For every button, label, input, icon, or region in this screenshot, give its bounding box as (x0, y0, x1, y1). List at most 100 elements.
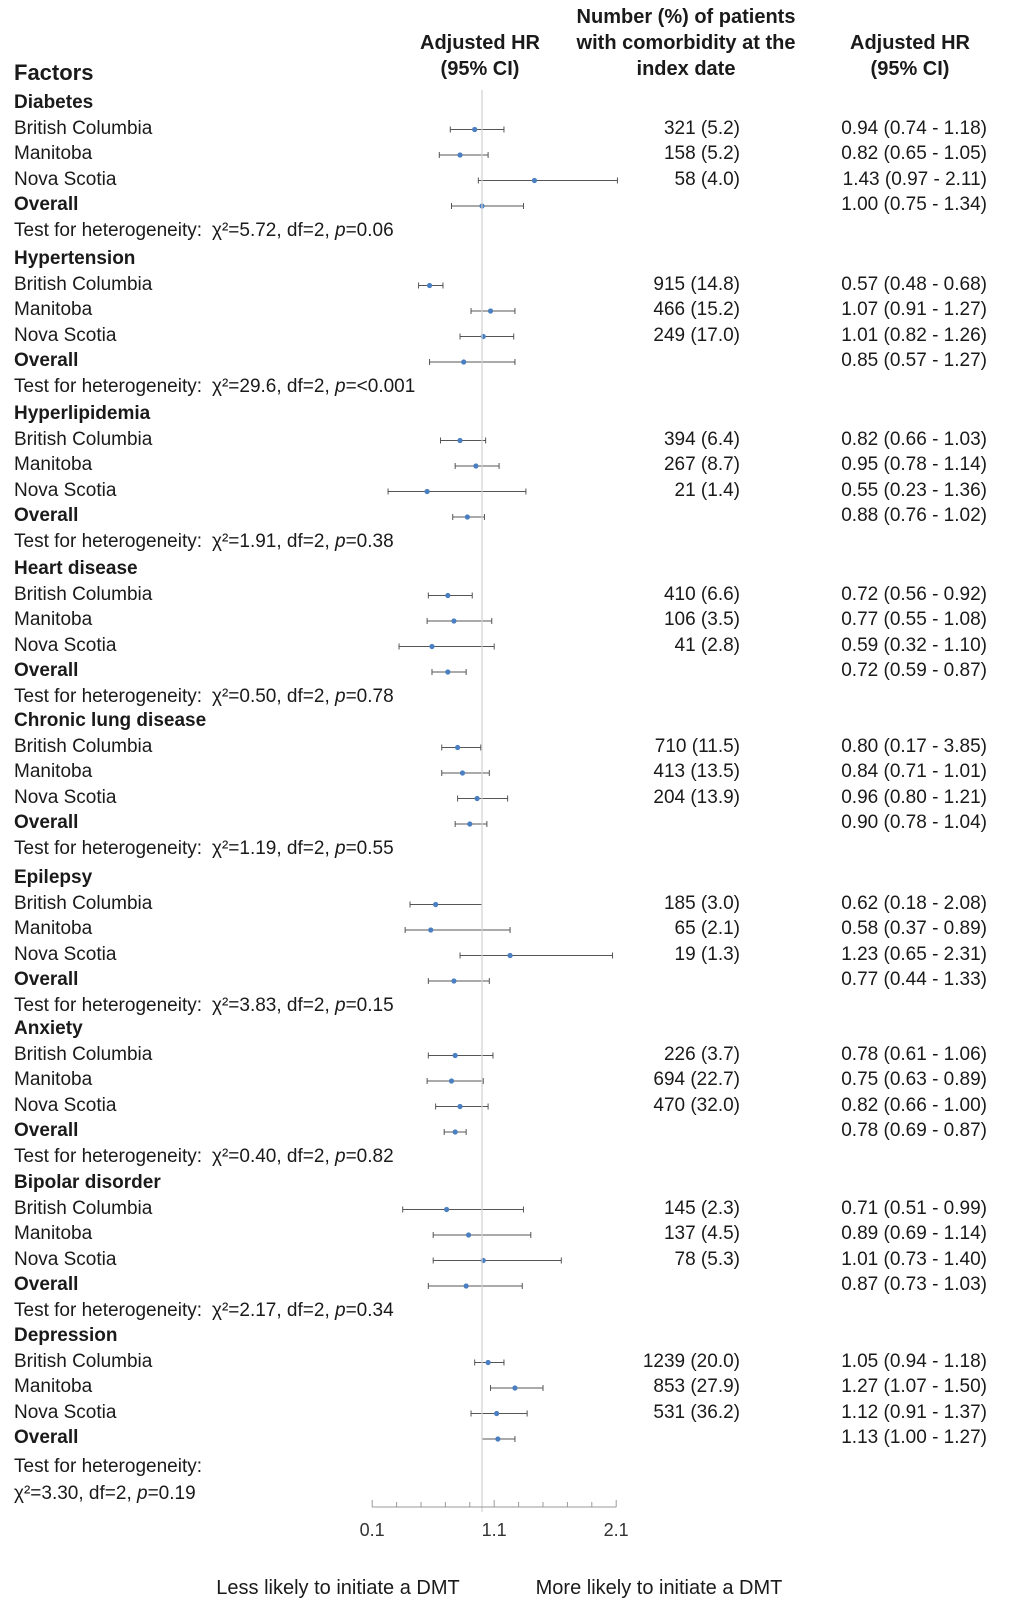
patient-count: 158 (5.2) (663, 143, 740, 164)
heterogeneity-test: Test for heterogeneity: χ²=29.6, df=2, p=… (14, 376, 415, 398)
hr-ci-text: 0.72 (0.59 - 0.87) (841, 660, 987, 681)
overall-label: Overall (14, 1120, 79, 1141)
patient-count: 145 (2.3) (663, 1197, 740, 1219)
hr-point (457, 1103, 463, 1110)
hr-text-header: Adjusted HR (95% CI) (830, 30, 990, 82)
row-label: Manitoba (14, 609, 93, 630)
heterogeneity-test: Test for heterogeneity: χ²=0.40, df=2, p=… (14, 1146, 394, 1168)
hr-point (444, 1206, 450, 1213)
row-label: Manitoba (14, 143, 93, 164)
heterogeneity-p-value: =0.19 (147, 1482, 196, 1504)
row-label: Nova Scotia (14, 479, 117, 501)
row-label: British Columbia (14, 583, 153, 605)
hr-point (459, 770, 466, 776)
patient-count: 413 (13.5) (653, 761, 740, 782)
hr-ci-text: 0.82 (0.66 - 1.00) (841, 1094, 987, 1116)
hr-point (445, 592, 451, 599)
hr-ci-text: 0.78 (0.69 - 0.87) (841, 1120, 987, 1141)
heterogeneity-p-symbol: p (335, 530, 346, 552)
group-title: Hypertension (14, 248, 136, 269)
heterogeneity-label: Test for heterogeneity: (14, 1299, 202, 1321)
heterogeneity-label: Test for heterogeneity: (14, 837, 202, 859)
factors-header: Factors (14, 60, 94, 85)
count-header-line1: Number (%) of patients (576, 6, 796, 28)
heterogeneity-stat: χ²=0.40, df=2, (212, 1145, 335, 1167)
heterogeneity-p-value: =0.34 (345, 1299, 394, 1321)
row-label: Manitoba (14, 761, 93, 782)
heterogeneity-stat: χ²=5.72, df=2, (212, 219, 335, 241)
heterogeneity-stat: χ²=2.17, df=2, (212, 1299, 335, 1321)
hr-ci-text: 0.77 (0.44 - 1.33) (841, 969, 987, 990)
hr-ci-text: 0.84 (0.71 - 1.01) (841, 761, 987, 782)
row-label: Manitoba (14, 1223, 93, 1244)
hr-ci-text: 0.57 (0.48 - 0.68) (841, 273, 987, 295)
hr-point (429, 643, 435, 650)
row-label: Nova Scotia (14, 634, 117, 656)
heterogeneity-p-symbol: p (137, 1482, 148, 1504)
row-label: Nova Scotia (14, 1248, 117, 1270)
hr-point (461, 359, 467, 365)
row-label: British Columbia (14, 117, 153, 139)
hr-ci-text: 0.55 (0.23 - 1.36) (841, 479, 987, 501)
heterogeneity-p-value: =0.78 (345, 685, 394, 707)
heterogeneity-label: Test for heterogeneity: (14, 994, 202, 1016)
hr-ci-text: 0.80 (0.17 - 3.85) (841, 735, 987, 757)
hr-plot-header-line2: (95% CI) (440, 58, 520, 80)
hr-point (494, 1410, 500, 1417)
hr-text-header-line1: Adjusted HR (850, 32, 970, 54)
hr-ci-text: 0.95 (0.78 - 1.14) (841, 454, 987, 475)
hr-ci-text: 1.01 (0.82 - 1.26) (841, 324, 987, 346)
hr-ci-text: 1.00 (0.75 - 1.34) (841, 194, 987, 215)
heterogeneity-label: Test for heterogeneity: (14, 685, 202, 707)
row-label: British Columbia (14, 1043, 153, 1065)
hr-ci-text: 0.82 (0.65 - 1.05) (841, 143, 987, 164)
hr-point (467, 821, 473, 827)
patient-count: 531 (36.2) (653, 1401, 740, 1423)
hr-point (474, 795, 480, 802)
hr-point (507, 952, 513, 959)
patient-count: 321 (5.2) (663, 117, 740, 139)
heterogeneity-stat: χ²=1.91, df=2, (212, 530, 335, 552)
patient-count: 204 (13.9) (653, 786, 740, 808)
heterogeneity-stat: χ²=3.30, df=2, (14, 1482, 137, 1504)
patient-count: 466 (15.2) (653, 299, 740, 320)
hr-point (465, 1232, 472, 1238)
hr-ci-text: 0.72 (0.56 - 0.92) (841, 583, 987, 605)
row-label: Nova Scotia (14, 168, 117, 190)
group-title: Depression (14, 1325, 118, 1346)
heterogeneity-p-symbol: p (335, 837, 346, 859)
hr-point (463, 1283, 469, 1289)
group-title: Bipolar disorder (14, 1172, 161, 1193)
heterogeneity-p-value: =0.15 (345, 994, 394, 1016)
x-axis-tick-label: 2.1 (604, 1520, 629, 1540)
x-axis-tick-label: 0.1 (360, 1520, 385, 1540)
hr-point (451, 618, 457, 624)
heterogeneity-test: Test for heterogeneity: χ²=3.30, df=2, p=… (14, 1453, 202, 1507)
x-caption-less-likely: Less likely to initiate a DMT (216, 1577, 459, 1599)
hr-ci-text: 1.27 (1.07 - 1.50) (841, 1376, 987, 1397)
heterogeneity-test: Test for heterogeneity: χ²=3.83, df=2, p=… (14, 995, 394, 1017)
hr-point (487, 308, 494, 314)
hr-point (464, 514, 470, 520)
hr-ci-text: 0.71 (0.51 - 0.99) (841, 1197, 987, 1219)
hr-ci-text: 0.87 (0.73 - 1.03) (841, 1274, 987, 1295)
heterogeneity-p-value: =0.82 (345, 1145, 394, 1167)
patient-count: 267 (8.7) (663, 454, 740, 475)
count-header-line2: with comorbidity at the (576, 32, 796, 54)
row-label: Nova Scotia (14, 1401, 117, 1423)
patient-count: 394 (6.4) (663, 428, 740, 450)
heterogeneity-p-symbol: p (335, 375, 346, 397)
heterogeneity-p-value: =0.55 (345, 837, 394, 859)
patient-count: 78 (5.3) (674, 1248, 740, 1270)
count-header-line3: index date (636, 58, 736, 80)
group-title: Diabetes (14, 92, 94, 113)
overall-label: Overall (14, 505, 79, 526)
heterogeneity-label: Test for heterogeneity: (14, 1455, 202, 1477)
patient-count: 710 (11.5) (654, 735, 740, 757)
hr-point (448, 1078, 455, 1084)
count-header: Number (%) of patients with comorbidity … (556, 4, 816, 82)
hr-point (455, 744, 461, 751)
hr-plot-header: Adjusted HR (95% CI) (405, 30, 555, 82)
overall-label: Overall (14, 812, 79, 833)
row-label: British Columbia (14, 1197, 153, 1219)
